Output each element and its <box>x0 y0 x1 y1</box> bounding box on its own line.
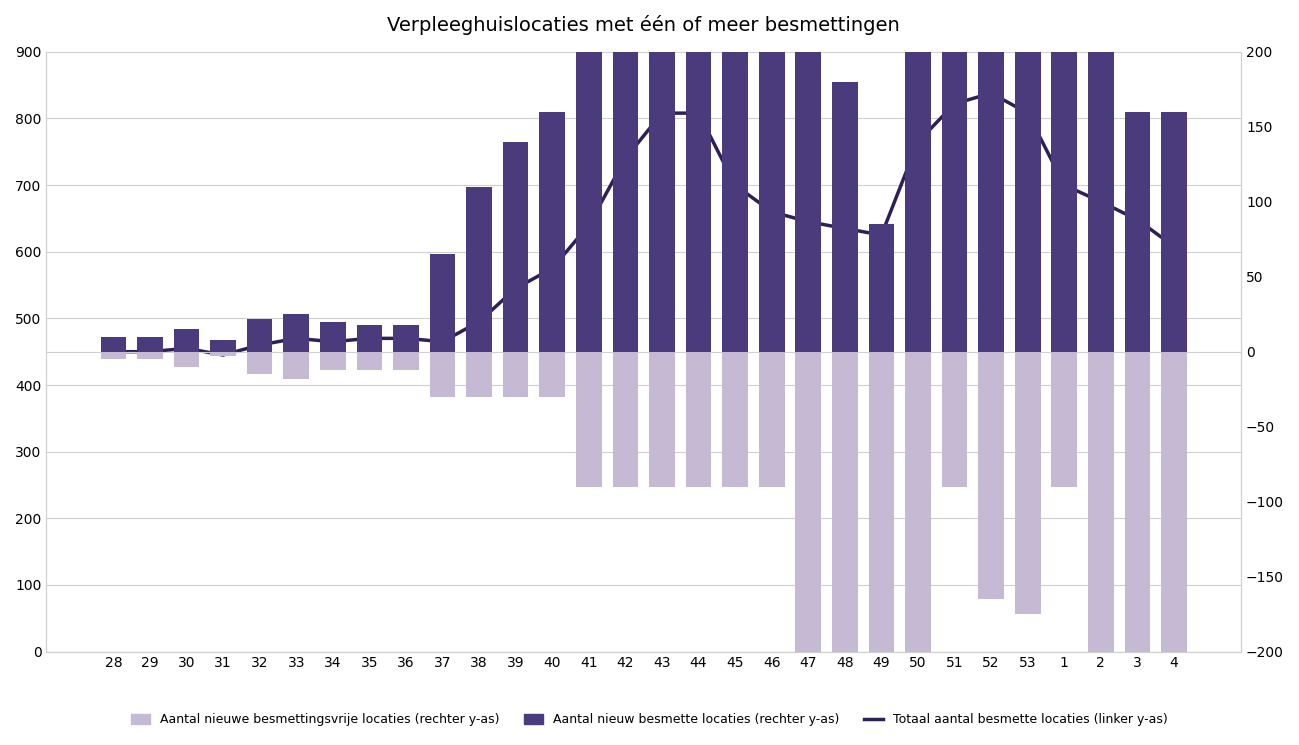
Bar <box>466 352 492 396</box>
Bar <box>1015 0 1040 352</box>
Bar <box>247 352 273 374</box>
Bar <box>833 352 857 745</box>
Bar <box>613 0 638 352</box>
Legend: Aantal nieuwe besmettingsvrije locaties (rechter y-as), Aantal nieuw besmette lo: Aantal nieuwe besmettingsvrije locaties … <box>126 708 1173 732</box>
Bar <box>210 340 236 352</box>
Bar <box>905 0 931 352</box>
Bar <box>138 352 162 359</box>
Bar <box>1125 352 1150 745</box>
Bar <box>356 352 382 370</box>
Bar <box>650 352 674 486</box>
Bar <box>503 142 529 352</box>
Bar <box>320 352 346 370</box>
Bar <box>1015 352 1040 614</box>
Bar <box>869 224 894 352</box>
Bar <box>320 322 346 352</box>
Bar <box>1125 112 1150 352</box>
Bar <box>247 319 273 352</box>
Bar <box>795 352 821 689</box>
Bar <box>650 0 674 352</box>
Bar <box>575 352 601 486</box>
Bar <box>100 352 126 359</box>
Bar <box>722 352 748 486</box>
Bar <box>686 352 712 486</box>
Bar <box>138 337 162 352</box>
Bar <box>210 352 236 356</box>
Bar <box>575 0 601 352</box>
Bar <box>430 352 456 396</box>
Bar <box>174 329 199 352</box>
Bar <box>833 82 857 352</box>
Bar <box>1161 352 1187 745</box>
Bar <box>1089 7 1113 352</box>
Bar <box>394 325 418 352</box>
Bar <box>686 0 712 352</box>
Bar <box>722 0 748 352</box>
Bar <box>759 37 785 352</box>
Bar <box>978 0 1004 352</box>
Bar <box>795 29 821 352</box>
Bar <box>613 352 638 486</box>
Bar <box>100 337 126 352</box>
Bar <box>174 352 199 367</box>
Bar <box>942 0 968 352</box>
Bar <box>1051 0 1077 352</box>
Bar <box>356 325 382 352</box>
Bar <box>466 187 492 352</box>
Bar <box>283 314 309 352</box>
Bar <box>759 352 785 486</box>
Bar <box>503 352 529 396</box>
Bar <box>905 352 931 719</box>
Bar <box>1051 352 1077 486</box>
Bar <box>942 352 968 486</box>
Bar <box>394 352 418 370</box>
Bar <box>539 112 565 352</box>
Bar <box>978 352 1004 599</box>
Title: Verpleeghuislocaties met één of meer besmettingen: Verpleeghuislocaties met één of meer bes… <box>387 15 900 35</box>
Bar <box>430 254 456 352</box>
Bar <box>539 352 565 396</box>
Bar <box>1161 112 1187 352</box>
Bar <box>869 352 894 741</box>
Bar <box>1089 352 1113 734</box>
Bar <box>283 352 309 378</box>
